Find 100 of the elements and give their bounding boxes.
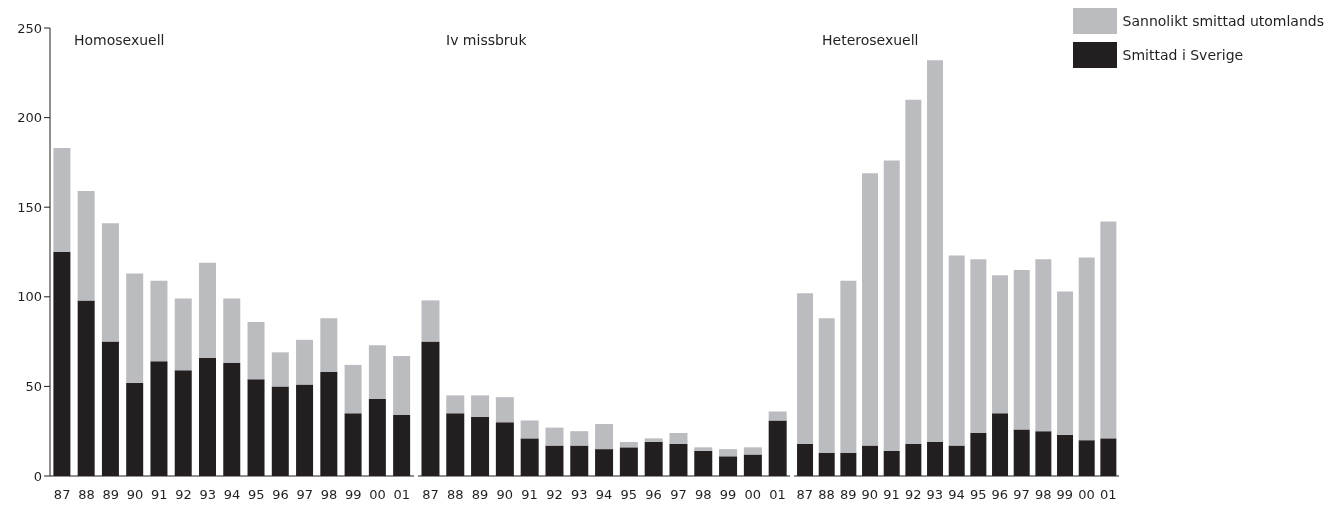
x-tick-label: 99 [1056, 487, 1074, 503]
bar [545, 427, 564, 446]
bar [1100, 221, 1117, 439]
bar [970, 259, 987, 433]
bar [619, 441, 638, 448]
x-tick-label: 98 [1034, 487, 1052, 503]
x-tick-label: 94 [948, 487, 965, 503]
bar [644, 438, 663, 442]
x-tick-label: 95 [247, 487, 265, 503]
x-tick-label: 88 [78, 487, 95, 503]
bar [53, 148, 71, 252]
bar [768, 411, 787, 421]
x-tick-label: 94 [223, 487, 241, 503]
y-tick-label: 50 [25, 379, 42, 395]
x-tick-label: 87 [422, 487, 439, 503]
bar [719, 449, 738, 457]
legend-label: Sannolikt smittad utomlands [1122, 13, 1324, 29]
x-tick-label: 87 [53, 487, 71, 503]
bar [174, 298, 192, 371]
bar [471, 395, 490, 417]
bar [948, 255, 965, 446]
x-tick-label: 90 [861, 487, 879, 503]
x-tick-label: 01 [769, 487, 786, 503]
x-tick-label: 93 [199, 487, 217, 503]
x-tick-label: 88 [818, 487, 835, 503]
bar [862, 173, 879, 446]
bar [570, 431, 589, 446]
legend-label: Smittad i Sverige [1122, 47, 1244, 63]
x-tick-label: 99 [345, 487, 362, 503]
bar [199, 262, 216, 358]
y-tick-label: 150 [17, 199, 42, 215]
x-tick-label: 94 [595, 487, 613, 503]
bar [421, 300, 440, 342]
bar [1013, 269, 1030, 430]
bar [320, 318, 338, 373]
bar [77, 191, 95, 301]
bar [393, 355, 411, 416]
x-tick-label: 92 [904, 487, 922, 503]
x-tick-label: 89 [102, 487, 119, 503]
bar [797, 293, 814, 444]
x-tick-label: 97 [296, 487, 314, 503]
x-tick-label: 96 [645, 487, 662, 503]
bar [150, 280, 168, 362]
x-tick-label: 93 [570, 487, 588, 503]
y-tick-label: 0 [33, 468, 42, 484]
x-tick-label: 89 [471, 487, 489, 503]
x-tick-label: 88 [446, 487, 464, 503]
x-tick-label: 98 [320, 487, 338, 503]
chart-title: Heterosexuell [822, 32, 919, 48]
x-tick-label: 93 [926, 487, 944, 503]
x-tick-label: 87 [796, 487, 814, 503]
x-tick-label: 00 [369, 487, 386, 503]
bar [595, 424, 614, 450]
bar [1078, 257, 1095, 441]
x-tick-label: 96 [272, 487, 289, 503]
bar [520, 420, 539, 439]
chart-title: Homosexuell [74, 32, 165, 48]
x-tick-label: 95 [969, 487, 987, 503]
bar [694, 447, 713, 451]
x-tick-label: 00 [1078, 487, 1095, 503]
x-tick-label: 01 [393, 487, 411, 503]
bar [296, 339, 314, 385]
bar [1057, 291, 1074, 435]
x-tick-label: 91 [883, 487, 900, 503]
bar [818, 318, 835, 453]
bar [495, 397, 514, 423]
chart-title: Iv missbruk [446, 32, 527, 48]
x-tick-label: 92 [175, 487, 192, 503]
x-tick-label: 96 [991, 487, 1009, 503]
x-tick-label: 95 [620, 487, 638, 503]
x-tick-label: 90 [126, 487, 144, 503]
bar [101, 223, 119, 342]
y-tick-label: 100 [17, 289, 42, 305]
bar [247, 321, 265, 380]
x-tick-label: 01 [1099, 487, 1117, 503]
bar [1035, 259, 1052, 432]
x-tick-label: 91 [521, 487, 538, 503]
bar [271, 352, 289, 387]
x-tick-label: 92 [546, 487, 563, 503]
bar [344, 364, 362, 414]
bar [905, 99, 922, 444]
x-tick-label: 97 [670, 487, 687, 503]
x-tick-label: 89 [839, 487, 857, 503]
y-tick-label: 250 [17, 20, 42, 36]
bar [840, 280, 857, 453]
x-tick-label: 90 [496, 487, 514, 503]
x-tick-label: 98 [694, 487, 712, 503]
x-tick-label: 91 [150, 487, 168, 503]
bar [992, 275, 1009, 414]
x-tick-label: 99 [719, 487, 737, 503]
bar [883, 160, 900, 451]
bar [223, 298, 241, 364]
bar [927, 60, 944, 442]
bar [126, 273, 144, 383]
bar [368, 345, 386, 399]
x-tick-label: 00 [744, 487, 762, 503]
y-tick-label: 200 [17, 110, 42, 126]
bar [446, 395, 465, 414]
bar [669, 432, 688, 444]
bar [743, 447, 762, 455]
